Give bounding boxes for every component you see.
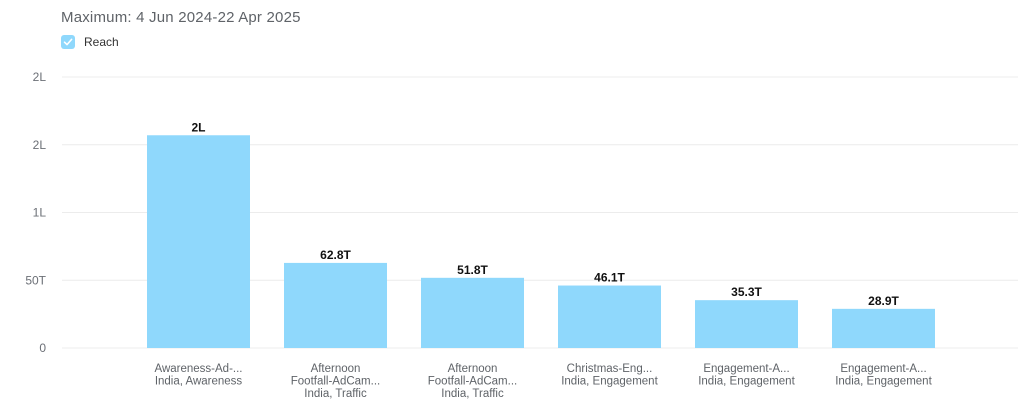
data-label: 46.1T xyxy=(594,271,625,285)
x-tick-label: Christmas-Eng... xyxy=(567,363,653,375)
y-tick-label: 0 xyxy=(39,341,46,355)
checkbox-icon[interactable] xyxy=(61,35,75,49)
x-tick-label: India, Traffic xyxy=(304,388,367,400)
x-tick-label: Engagement-A... xyxy=(840,363,926,375)
x-tick-label: India, Awareness xyxy=(155,376,243,388)
bar xyxy=(832,308,935,348)
x-tick-label: Afternoon xyxy=(311,363,361,375)
y-tick-label: 1L xyxy=(33,206,47,220)
x-tick-label: Awareness-Ad-... xyxy=(155,363,243,375)
x-tick-label: Footfall-AdCam... xyxy=(291,376,380,388)
data-labels: 2L 62.8T 51.8T 46.1T 35.3T 28.9T xyxy=(191,120,899,308)
legend-label: Reach xyxy=(84,35,119,49)
bar xyxy=(421,277,524,348)
bars xyxy=(147,135,935,348)
x-tick-label: India, Traffic xyxy=(441,388,504,400)
y-tick-label: 2L xyxy=(33,138,47,152)
bar xyxy=(558,285,661,348)
data-label: 62.8T xyxy=(320,248,351,262)
bar xyxy=(695,300,798,348)
bar xyxy=(284,262,387,348)
x-tick-label: Engagement-A... xyxy=(703,363,789,375)
x-tick-label: Afternoon xyxy=(448,363,498,375)
chart-subtitle: Maximum: 4 Jun 2024-22 Apr 2025 xyxy=(61,9,301,26)
checkmark-icon xyxy=(63,38,73,46)
data-label: 28.9T xyxy=(868,294,899,308)
y-tick-label: 2L xyxy=(33,70,47,84)
x-tick-label: India, Engagement xyxy=(561,376,658,388)
y-axis-ticks: 0 50T 1L 2L 2L xyxy=(25,70,46,355)
data-label: 2L xyxy=(191,120,205,134)
x-tick-label: India, Engagement xyxy=(835,376,932,388)
legend-item-reach[interactable]: Reach xyxy=(61,35,119,49)
y-tick-label: 50T xyxy=(25,273,46,287)
data-label: 51.8T xyxy=(457,263,488,277)
bar xyxy=(147,135,250,348)
x-tick-label: Footfall-AdCam... xyxy=(428,376,517,388)
x-tick-label: India, Engagement xyxy=(698,376,795,388)
x-axis-ticks: Awareness-Ad-...India, Awareness Afternoo… xyxy=(155,363,933,400)
data-label: 35.3T xyxy=(731,285,762,299)
